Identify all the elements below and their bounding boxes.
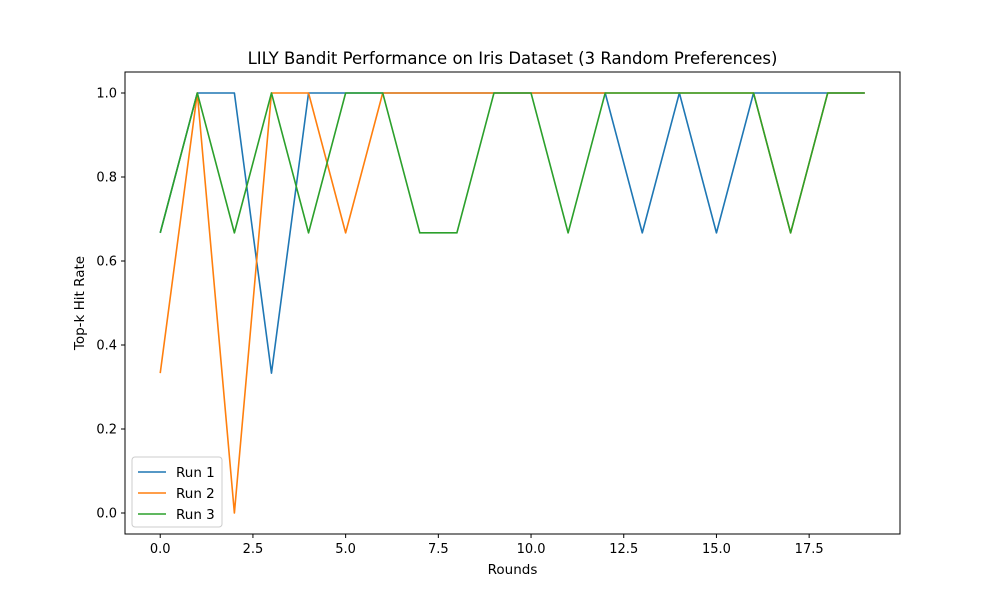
legend-label-run-3: Run 3 (176, 507, 215, 523)
y-tick-label: 0.0 (96, 507, 117, 522)
legend: Run 1 Run 2 Run 3 (131, 456, 223, 528)
x-tick-label: 17.5 (795, 542, 824, 557)
y-axis: 0.0 0.2 0.4 0.6 0.8 1.0 (96, 87, 125, 522)
y-axis-label: Top-k Hit Rate (72, 256, 88, 351)
series-line-run-3 (159, 92, 865, 234)
x-tick-label: 0.0 (150, 542, 171, 557)
legend-label-run-1: Run 1 (176, 465, 215, 481)
x-axis: 0.0 2.5 5.0 7.5 10.0 12.5 15.0 17.5 (150, 534, 824, 557)
chart-title: LILY Bandit Performance on Iris Dataset … (248, 49, 778, 68)
plot-frame (124, 71, 901, 535)
series-line-run-2 (159, 92, 865, 514)
y-tick-label: 0.2 (96, 423, 117, 438)
x-tick-label: 12.5 (609, 542, 638, 557)
y-tick-label: 1.0 (96, 87, 117, 102)
y-tick-label: 0.4 (96, 339, 117, 354)
x-tick-label: 2.5 (243, 542, 264, 557)
x-axis-label: Rounds (488, 562, 538, 578)
y-tick-label: 0.6 (96, 255, 117, 270)
legend-box (131, 456, 223, 528)
x-tick-label: 5.0 (335, 542, 356, 557)
y-tick-label: 0.8 (96, 171, 117, 186)
x-tick-label: 10.0 (517, 542, 546, 557)
x-tick-label: 7.5 (428, 542, 449, 557)
plot-lines (159, 92, 865, 514)
series-line-run-1 (159, 92, 865, 374)
legend-label-run-2: Run 2 (176, 486, 215, 502)
x-tick-label: 15.0 (702, 542, 731, 557)
